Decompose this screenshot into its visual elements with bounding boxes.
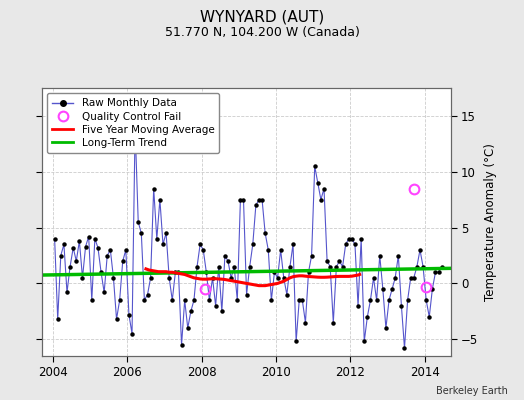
Y-axis label: Temperature Anomaly (°C): Temperature Anomaly (°C) [484,143,497,301]
Text: 51.770 N, 104.200 W (Canada): 51.770 N, 104.200 W (Canada) [165,26,359,39]
Legend: Raw Monthly Data, Quality Control Fail, Five Year Moving Average, Long-Term Tren: Raw Monthly Data, Quality Control Fail, … [47,93,220,153]
Text: Berkeley Earth: Berkeley Earth [436,386,508,396]
Text: WYNYARD (AUT): WYNYARD (AUT) [200,10,324,25]
